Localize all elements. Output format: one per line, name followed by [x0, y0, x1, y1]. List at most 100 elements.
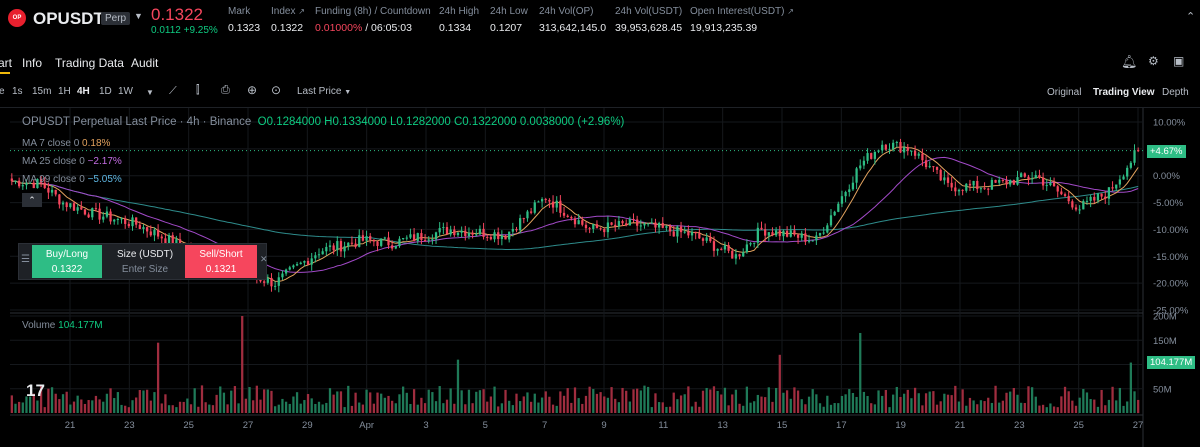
bell-icon[interactable]: 🔔︎	[1121, 54, 1138, 69]
more-intervals-icon[interactable]: ▼	[146, 88, 154, 97]
volume-bar	[657, 402, 661, 413]
volume-bar	[577, 398, 580, 413]
candle-body	[131, 217, 134, 227]
candle-body	[771, 232, 774, 236]
volume-bar	[617, 402, 621, 413]
volume-bar	[1005, 392, 1008, 413]
y-tick-label: -15.00%	[1153, 252, 1189, 263]
candle-body	[61, 202, 65, 205]
candle-body	[577, 220, 580, 225]
volume-bar	[1030, 387, 1034, 413]
candle-body	[994, 179, 997, 183]
candle-body	[932, 166, 935, 168]
add-indicator-icon[interactable]: ⊙	[271, 83, 282, 97]
tab-trading-data[interactable]: Trading Data	[55, 56, 124, 70]
view-original[interactable]: Original	[1047, 87, 1082, 98]
volume-bar	[943, 393, 946, 413]
candle-body	[935, 166, 939, 170]
view-depth[interactable]: Depth	[1162, 87, 1189, 98]
volume-bar	[917, 393, 920, 413]
buy-long-button[interactable]: Buy/Long 0.1322	[32, 245, 102, 278]
volume-bar	[844, 394, 847, 413]
volume-bar	[233, 386, 237, 413]
settings-icon[interactable]: ⚙	[1148, 54, 1159, 68]
volume-bar	[277, 404, 280, 413]
stat-value: 0.1334	[439, 22, 472, 34]
candle-body	[621, 221, 624, 224]
tab-info[interactable]: Info	[22, 56, 43, 70]
volume-bar	[423, 403, 427, 413]
volume-bar	[489, 396, 493, 413]
volume-bar	[200, 385, 204, 413]
candle-body	[734, 254, 738, 259]
candle-body	[826, 225, 829, 233]
volume-bar	[778, 354, 781, 413]
camera-icon[interactable]: ⎙	[221, 84, 230, 96]
interval-15m[interactable]: 15m	[32, 86, 52, 97]
candle-body	[50, 189, 54, 193]
volume-bar	[584, 395, 588, 413]
price-type-select[interactable]: Last Price ▼	[297, 86, 352, 97]
interval-4h[interactable]: 4H	[77, 86, 90, 97]
chevron-down-icon[interactable]: ▼	[134, 11, 143, 21]
tab-chart[interactable]: art	[0, 56, 13, 70]
crosshair-icon[interactable]: ⊕	[247, 83, 258, 97]
candle-body	[76, 207, 79, 211]
symbol-name[interactable]: OPUSDT	[33, 9, 104, 28]
interval-1s[interactable]: 1s	[12, 86, 23, 97]
candle-body	[391, 245, 394, 249]
layout-icon[interactable]: ▣	[1173, 54, 1185, 68]
drag-handle-icon[interactable]: ☰	[21, 254, 30, 265]
volume-bar	[892, 394, 895, 413]
candle-body	[453, 229, 456, 236]
chevron-up-icon[interactable]: ⌃	[1186, 11, 1196, 23]
volume-bar	[105, 393, 109, 413]
candle-body	[398, 238, 401, 247]
volume-bar	[533, 393, 536, 413]
volume-bar	[581, 403, 584, 413]
interval-1d[interactable]: 1D	[99, 86, 112, 97]
candle-body	[431, 239, 434, 241]
indicator-icon[interactable]: ⟋	[169, 85, 177, 97]
candlestick-chart[interactable]: 10.00%5.00%0.00%-5.00%-10.00%-15.00%-20.…	[0, 108, 1200, 447]
volume-bar	[716, 390, 719, 413]
candle-body	[405, 237, 408, 239]
candle-body	[65, 202, 68, 208]
volume-bar	[1052, 406, 1056, 413]
stat-value: 0.01000% / 06:05:03	[315, 22, 412, 34]
volume-bar	[1041, 404, 1045, 413]
candle-body	[614, 224, 617, 227]
volume-bar	[588, 386, 591, 413]
candle-body	[548, 199, 551, 202]
volume-bar	[1001, 400, 1004, 413]
interval-1w[interactable]: 1W	[118, 86, 133, 97]
candle-body	[829, 215, 833, 226]
volume-bar	[767, 387, 770, 413]
interval-e[interactable]: e	[0, 86, 5, 97]
volume-bar	[628, 401, 631, 413]
size-input[interactable]: Size (USDT) Enter Size	[116, 249, 174, 275]
candle-body	[149, 231, 152, 236]
collapse-legend-icon[interactable]: ⌃	[22, 193, 42, 207]
volume-bar	[226, 404, 229, 413]
volume-bar	[855, 396, 858, 413]
candle-body	[581, 220, 584, 225]
volume-bar	[961, 389, 964, 413]
stat-24h-vol-op: 24h Vol(OP) 313,642,145.0	[539, 6, 606, 34]
candle-body	[979, 188, 983, 190]
sell-short-button[interactable]: Sell/Short 0.1321	[185, 245, 257, 278]
candle-body	[917, 153, 920, 156]
close-widget-icon[interactable]: ✕	[260, 254, 268, 264]
volume-bar	[562, 395, 566, 413]
candle-type-icon[interactable]: ⫿	[196, 84, 200, 96]
stat-value: 313,642,145.0	[539, 22, 607, 34]
volume-bar	[866, 396, 869, 413]
volume-bar	[120, 404, 123, 413]
volume-bar	[870, 403, 873, 413]
view-trading-view[interactable]: Trading View	[1093, 87, 1155, 98]
volume-bar	[1082, 388, 1085, 413]
candle-body	[592, 224, 595, 229]
interval-1h[interactable]: 1H	[58, 86, 71, 97]
tab-audit[interactable]: Audit	[131, 56, 159, 70]
candle-body	[328, 245, 332, 247]
